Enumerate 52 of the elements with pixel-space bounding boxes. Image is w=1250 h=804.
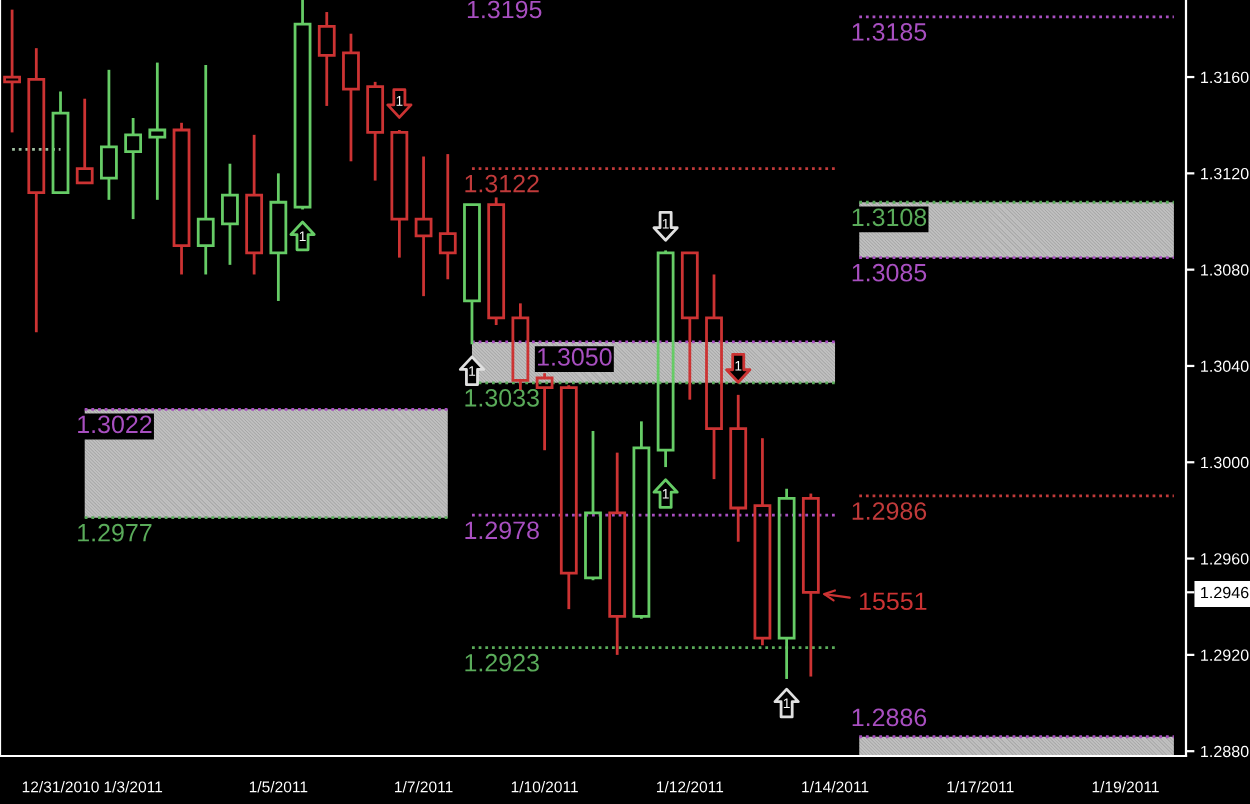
y-tick-label: 1.3160: [1201, 71, 1249, 84]
point: [458, 355, 486, 387]
candlestick: [342, 32, 360, 163]
y-tick-label: 1.2946: [1201, 586, 1249, 599]
annotation: 1.3195: [467, 0, 542, 19]
candlestick: [124, 116, 143, 221]
y-tick-label: 1.2880: [1201, 745, 1249, 758]
candlestick: [777, 487, 796, 681]
candlestick: [414, 155, 433, 298]
series-label: 1.2923: [465, 653, 539, 672]
series-label: 1.2977: [78, 523, 152, 542]
series-label: 1.3122: [465, 174, 539, 193]
y-tick-label: 1.2920: [1201, 649, 1249, 661]
candlestick: [729, 393, 748, 544]
series-label: 1.3108: [852, 208, 927, 227]
candlestick: [100, 68, 118, 202]
candlestick: [753, 436, 772, 647]
candlestick: [148, 61, 167, 202]
y-tick-label: 1.3120: [1201, 167, 1249, 180]
series-label: 1.3033: [465, 389, 539, 407]
candlestick: [487, 196, 506, 327]
point: [386, 88, 413, 119]
candlestick: [535, 371, 554, 452]
candlestick: [438, 152, 457, 281]
series-label: 1.3185: [852, 23, 927, 41]
y-tick-label: 1.3040: [1201, 360, 1249, 372]
series-label: 1.2886: [852, 708, 927, 727]
candlestick: [221, 162, 239, 267]
candlestick: [317, 10, 336, 108]
series-label: 1.2978: [465, 521, 539, 540]
y-tick-label: 1.3000: [1201, 456, 1249, 469]
series-label: 1.2986: [852, 502, 927, 520]
candlestick: [608, 451, 627, 657]
y-tick-label: 1.2960: [1201, 553, 1249, 565]
series-label: 1.3022: [78, 415, 152, 434]
series-label: 1.3050: [538, 348, 612, 366]
series-label: 1.3085: [852, 263, 927, 282]
candlestick: [3, 8, 21, 134]
candlestick: [196, 63, 215, 276]
candlestick: [27, 46, 46, 334]
candlestick: [172, 121, 191, 276]
candlestick: [656, 249, 675, 469]
annotation: 15551: [859, 592, 927, 611]
candlestick: [559, 383, 578, 611]
candlestick: [245, 133, 264, 276]
point: [289, 220, 316, 252]
candlestick: [511, 301, 530, 392]
point: [725, 353, 752, 384]
y-tick-label: 1.3080: [1201, 264, 1249, 276]
point: [652, 478, 679, 509]
point: [773, 687, 800, 719]
point: [652, 211, 679, 242]
